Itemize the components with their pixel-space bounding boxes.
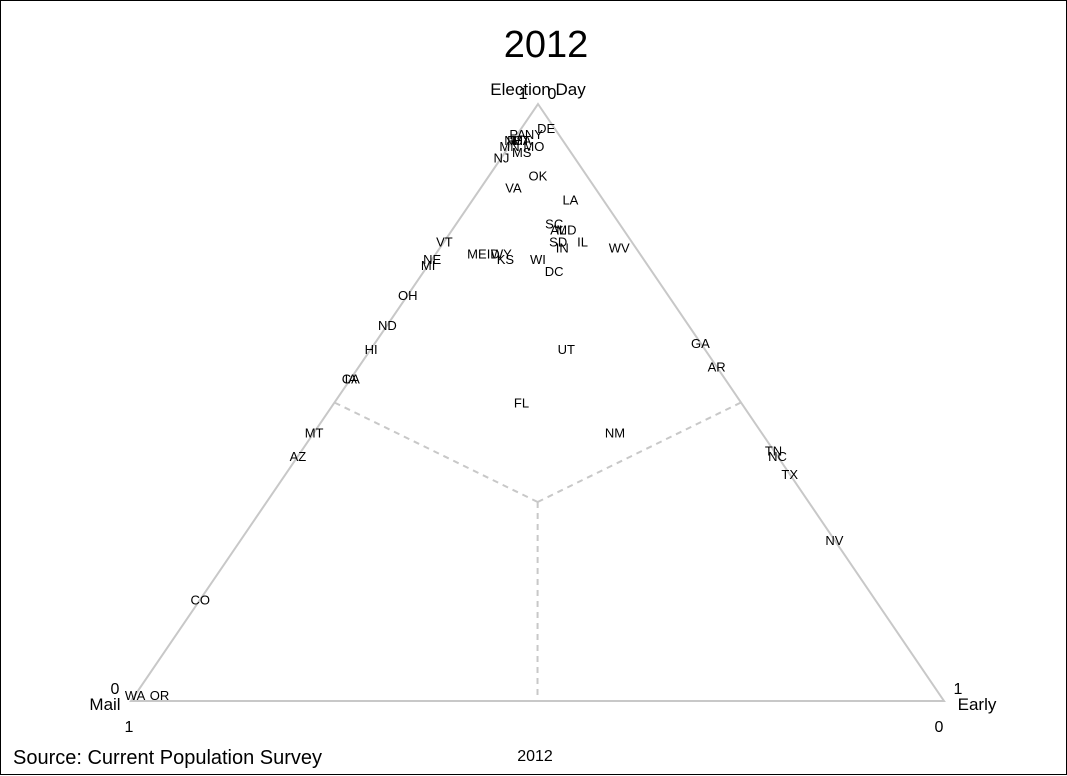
point-label-ks: KS xyxy=(497,252,515,267)
point-label-ar: AR xyxy=(708,360,726,375)
point-label-ok: OK xyxy=(529,169,548,184)
point-label-wi: WI xyxy=(530,252,546,267)
point-label-nv: NV xyxy=(825,533,843,548)
boundary-mail-election-day xyxy=(335,403,538,503)
tick-right-one: 1 xyxy=(954,681,963,698)
tick-top-zero: 0 xyxy=(548,86,557,103)
point-label-me: ME xyxy=(467,246,487,261)
point-label-la: LA xyxy=(562,193,578,208)
chart-title: 2012 xyxy=(504,24,589,66)
vertex-label-early: Early xyxy=(958,695,997,714)
tick-left-zero: 0 xyxy=(111,681,120,698)
footer-caption: 2012 xyxy=(517,748,553,765)
source-note: Source: Current Population Survey xyxy=(13,747,322,769)
point-label-ut: UT xyxy=(558,342,575,357)
point-label-dc: DC xyxy=(545,264,564,279)
point-label-fl: FL xyxy=(514,396,529,411)
region-boundaries xyxy=(335,403,742,702)
tick-right-zero: 0 xyxy=(935,719,944,736)
point-label-or: OR xyxy=(150,688,170,703)
point-label-co: CO xyxy=(190,593,210,608)
point-label-hi: HI xyxy=(365,342,378,357)
point-label-oh: OH xyxy=(398,288,418,303)
tick-top-one: 1 xyxy=(519,86,528,103)
point-label-wa: WA xyxy=(125,688,146,703)
point-label-nm: NM xyxy=(605,425,625,440)
vertex-label-election-day: Election Day xyxy=(490,80,586,99)
boundary-early-election-day xyxy=(538,403,741,503)
point-label-ca: CA xyxy=(342,372,360,387)
point-label-az: AZ xyxy=(290,449,307,464)
point-label-wv: WV xyxy=(609,240,630,255)
point-label-in: IN xyxy=(556,240,569,255)
point-label-vt: VT xyxy=(436,234,453,249)
point-label-va: VA xyxy=(505,181,522,196)
tick-left-one: 1 xyxy=(125,719,134,736)
point-label-tx: TX xyxy=(781,467,798,482)
point-label-mi: MI xyxy=(421,258,435,273)
point-label-nd: ND xyxy=(378,318,397,333)
point-label-nj: NJ xyxy=(493,151,509,166)
ternary-triangle xyxy=(131,104,944,701)
point-label-ga: GA xyxy=(691,336,710,351)
point-label-nc: NC xyxy=(768,449,787,464)
point-label-mt: MT xyxy=(305,425,324,440)
point-label-ms: MS xyxy=(512,145,532,160)
point-label-il: IL xyxy=(577,234,588,249)
